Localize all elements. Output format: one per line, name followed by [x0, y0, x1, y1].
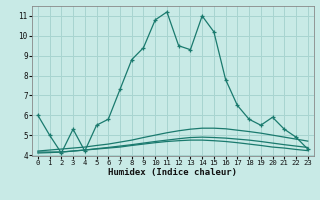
X-axis label: Humidex (Indice chaleur): Humidex (Indice chaleur) [108, 168, 237, 177]
